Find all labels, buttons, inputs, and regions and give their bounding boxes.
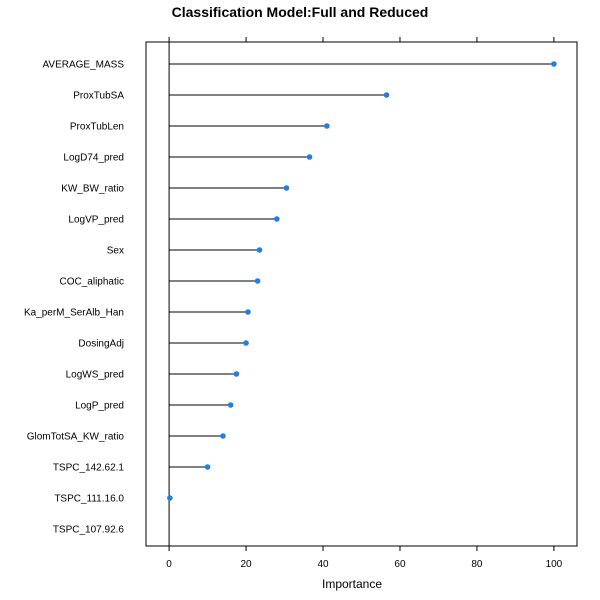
plot-frame <box>145 41 578 547</box>
category-label-11: LogP_pred <box>75 401 124 412</box>
bottom-axis-ticks: 0 20 40 60 80 100 <box>166 546 563 570</box>
point-10 <box>233 371 240 377</box>
point-8 <box>245 309 251 315</box>
category-label-0: AVERAGE_MASS <box>42 60 124 71</box>
category-label-1: ProxTubSA <box>73 91 124 102</box>
category-label-7: COC_aliphatic <box>60 277 124 288</box>
x-tick-label-1: 20 <box>240 559 252 570</box>
chart-title: Classification Model:Full and Reduced <box>171 4 429 20</box>
category-label-5: LogVP_pred <box>68 215 124 226</box>
point-7 <box>254 278 261 284</box>
y-axis-labels: AVERAGE_MASS ProxTubSA ProxTubLen LogD74_pr… <box>24 60 124 536</box>
x-axis-title: Importance <box>322 577 382 591</box>
category-label-3: LogD74_pred <box>63 153 124 164</box>
point-5 <box>274 216 280 222</box>
point-14 <box>167 495 173 501</box>
point-11 <box>227 402 234 408</box>
point-13 <box>204 464 211 470</box>
x-tick-label-5: 100 <box>546 559 563 570</box>
point-12 <box>220 433 226 439</box>
category-label-8: Ka_perM_SerAlb_Han <box>24 308 124 319</box>
category-label-6: Sex <box>107 246 124 257</box>
category-label-10: LogWS_pred <box>66 370 124 381</box>
x-tick-label-0: 0 <box>166 559 172 570</box>
category-label-14: TSPC_111.16.0 <box>54 494 124 505</box>
point-0 <box>551 61 557 67</box>
point-6 <box>256 247 263 253</box>
category-label-15: TSPC_107.92.6 <box>53 525 125 536</box>
x-tick-label-2: 40 <box>317 559 329 570</box>
category-label-13: TSPC_142.62.1 <box>53 463 125 474</box>
point-9 <box>243 340 249 346</box>
point-1 <box>383 92 390 98</box>
category-label-9: DosingAdj <box>78 339 124 350</box>
importance-points <box>167 61 557 501</box>
category-label-12: GlomTotSA_KW_ratio <box>27 432 125 443</box>
point-4 <box>283 185 290 191</box>
x-tick-label-3: 60 <box>394 559 406 570</box>
category-label-2: ProxTubLen <box>70 122 124 133</box>
point-3 <box>306 154 313 160</box>
point-2 <box>324 123 330 129</box>
top-axis-ticks <box>168 37 555 42</box>
category-label-4: KW_BW_ratio <box>61 184 124 195</box>
x-tick-label-4: 80 <box>471 559 483 570</box>
importance-segments <box>168 42 554 546</box>
